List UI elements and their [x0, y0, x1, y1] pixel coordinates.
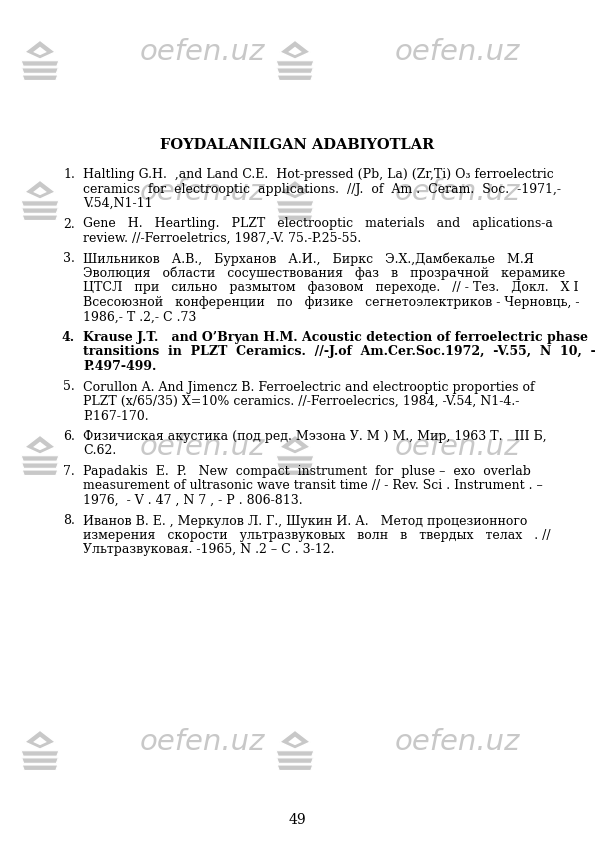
Text: review. //-Ferroeletrics, 1987,-V. 75.-P.25-55.: review. //-Ferroeletrics, 1987,-V. 75.-P…: [83, 232, 361, 245]
Polygon shape: [277, 463, 314, 468]
Text: PLZT (x/65/35) X=10% ceramics. //-Ferroelecrics, 1984, -V.54, N1-4.-: PLZT (x/65/35) X=10% ceramics. //-Ferroe…: [83, 395, 519, 408]
Polygon shape: [277, 208, 314, 213]
Polygon shape: [25, 40, 55, 59]
Text: 1.: 1.: [63, 168, 75, 181]
Text: FOYDALANILGAN ADABIYOTLAR: FOYDALANILGAN ADABIYOTLAR: [160, 138, 434, 152]
Text: oefen.uz: oefen.uz: [140, 38, 265, 66]
Polygon shape: [277, 75, 313, 81]
Polygon shape: [33, 187, 47, 195]
Polygon shape: [276, 200, 314, 206]
Text: Krause J.T.   and O’Bryan H.M. Acoustic detection of ferroelectric phase: Krause J.T. and O’Bryan H.M. Acoustic de…: [83, 331, 588, 344]
Polygon shape: [33, 737, 47, 745]
Polygon shape: [25, 435, 55, 454]
Text: 5.: 5.: [63, 381, 75, 393]
Text: P.167-170.: P.167-170.: [83, 409, 149, 423]
Polygon shape: [288, 187, 302, 195]
Text: transitions  in  PLZT  Ceramics.  //-J.of  Am.Cer.Soc.1972,  -V.55,  N  10,  -: transitions in PLZT Ceramics. //-J.of Am…: [83, 345, 595, 359]
Text: P.497-499.: P.497-499.: [83, 360, 156, 373]
Text: 8.: 8.: [63, 514, 75, 527]
Polygon shape: [280, 180, 310, 199]
Polygon shape: [288, 442, 302, 450]
Polygon shape: [22, 215, 58, 221]
Polygon shape: [288, 737, 302, 745]
Text: Шильников   А.В.,   Бурханов   А.И.,   Биркс   Э.Х.,Дамбекалье   М.Я: Шильников А.В., Бурханов А.И., Биркс Э.Х…: [83, 253, 534, 266]
Polygon shape: [33, 442, 47, 450]
Text: oefen.uz: oefen.uz: [140, 178, 265, 206]
Text: 6.: 6.: [63, 430, 75, 443]
Text: oefen.uz: oefen.uz: [395, 728, 521, 756]
Text: Физичиская акустика (под ред. Мэзона У. М ) М., Мир, 1963 Т.   III Б,: Физичиская акустика (под ред. Мэзона У. …: [83, 430, 547, 443]
Polygon shape: [280, 435, 310, 454]
Polygon shape: [276, 751, 314, 756]
Polygon shape: [25, 730, 55, 749]
Text: Corullon A. And Jimencz B. Ferroelectric and electrooptic proporties of: Corullon A. And Jimencz B. Ferroelectric…: [83, 381, 535, 393]
Polygon shape: [22, 470, 58, 476]
Polygon shape: [280, 730, 310, 749]
Text: ЦТСЛ   при   сильно   размытом   фазовом   переходе.   // - Тез.   Докл.   X I: ЦТСЛ при сильно размытом фазовом переход…: [83, 281, 578, 295]
Text: 49: 49: [288, 813, 306, 827]
Text: 7.: 7.: [63, 465, 75, 478]
Text: measurement of ultrasonic wave transit time // - Rev. Sci . Instrument . –: measurement of ultrasonic wave transit t…: [83, 479, 543, 493]
Polygon shape: [21, 751, 59, 756]
Text: oefen.uz: oefen.uz: [395, 38, 521, 66]
Polygon shape: [21, 463, 58, 468]
Polygon shape: [21, 456, 59, 461]
Polygon shape: [21, 68, 58, 73]
Polygon shape: [277, 765, 313, 770]
Text: Всесоюзной   конференции   по   физике   сегнетоэлектриков - Черновць, -: Всесоюзной конференции по физике сегнето…: [83, 296, 580, 309]
Text: V.54,N1-11: V.54,N1-11: [83, 197, 153, 210]
Polygon shape: [276, 61, 314, 67]
Polygon shape: [277, 758, 314, 764]
Text: oefen.uz: oefen.uz: [140, 728, 265, 756]
Polygon shape: [22, 75, 58, 81]
Text: Papadakis  E.  P.   New  compact  instrument  for  pluse –  exo  overlab: Papadakis E. P. New compact instrument f…: [83, 465, 531, 478]
Text: 2.: 2.: [63, 217, 75, 231]
Text: oefen.uz: oefen.uz: [140, 433, 265, 461]
Text: С.62.: С.62.: [83, 445, 116, 457]
Polygon shape: [21, 758, 58, 764]
Polygon shape: [277, 470, 313, 476]
Polygon shape: [22, 765, 58, 770]
Text: ceramics  for  electrooptic  applications.  //J.  of  Am .  Ceram.  Soc.  -1971,: ceramics for electrooptic applications. …: [83, 183, 561, 195]
Polygon shape: [21, 200, 59, 206]
Polygon shape: [21, 61, 59, 67]
Text: Haltling G.H.  ,and Land C.E.  Hot-pressed (Pb, La) (Zr,Ti) O₃ ferroelectric: Haltling G.H. ,and Land C.E. Hot-pressed…: [83, 168, 554, 181]
Text: 4.: 4.: [62, 331, 75, 344]
Text: oefen.uz: oefen.uz: [395, 433, 521, 461]
Polygon shape: [25, 180, 55, 199]
Polygon shape: [288, 46, 302, 56]
Text: Gene   H.   Heartling.   PLZT   electrooptic   materials   and   aplications-a: Gene H. Heartling. PLZT electrooptic mat…: [83, 217, 553, 231]
Text: Иванов В. Е. , Меркулов Л. Г., Шукин И. А.   Метод процезионного: Иванов В. Е. , Меркулов Л. Г., Шукин И. …: [83, 514, 527, 527]
Polygon shape: [33, 46, 47, 56]
Text: oefen.uz: oefen.uz: [395, 178, 521, 206]
Polygon shape: [277, 215, 313, 221]
Text: 1986,- T .2,- C .73: 1986,- T .2,- C .73: [83, 311, 196, 323]
Text: 1976,  - V . 47 , N 7 , - P . 806-813.: 1976, - V . 47 , N 7 , - P . 806-813.: [83, 494, 303, 507]
Polygon shape: [277, 68, 314, 73]
Text: измерения   скорости   ультразвуковых   волн   в   твердых   телах   . //: измерения скорости ультразвуковых волн в…: [83, 529, 550, 542]
Text: Эволюция   области   сосушествования   фаз   в   прозрачной   керамике: Эволюция области сосушествования фаз в п…: [83, 267, 565, 280]
Polygon shape: [276, 456, 314, 461]
Text: 3.: 3.: [63, 253, 75, 265]
Text: Ультразвуковая. -1965, N .2 – C . 3-12.: Ультразвуковая. -1965, N .2 – C . 3-12.: [83, 543, 334, 557]
Polygon shape: [21, 208, 58, 213]
Polygon shape: [280, 40, 310, 59]
